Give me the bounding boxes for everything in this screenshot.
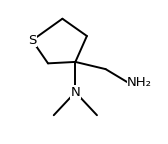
Text: S: S bbox=[28, 34, 36, 47]
Text: NH₂: NH₂ bbox=[127, 76, 152, 89]
Text: N: N bbox=[71, 86, 80, 99]
